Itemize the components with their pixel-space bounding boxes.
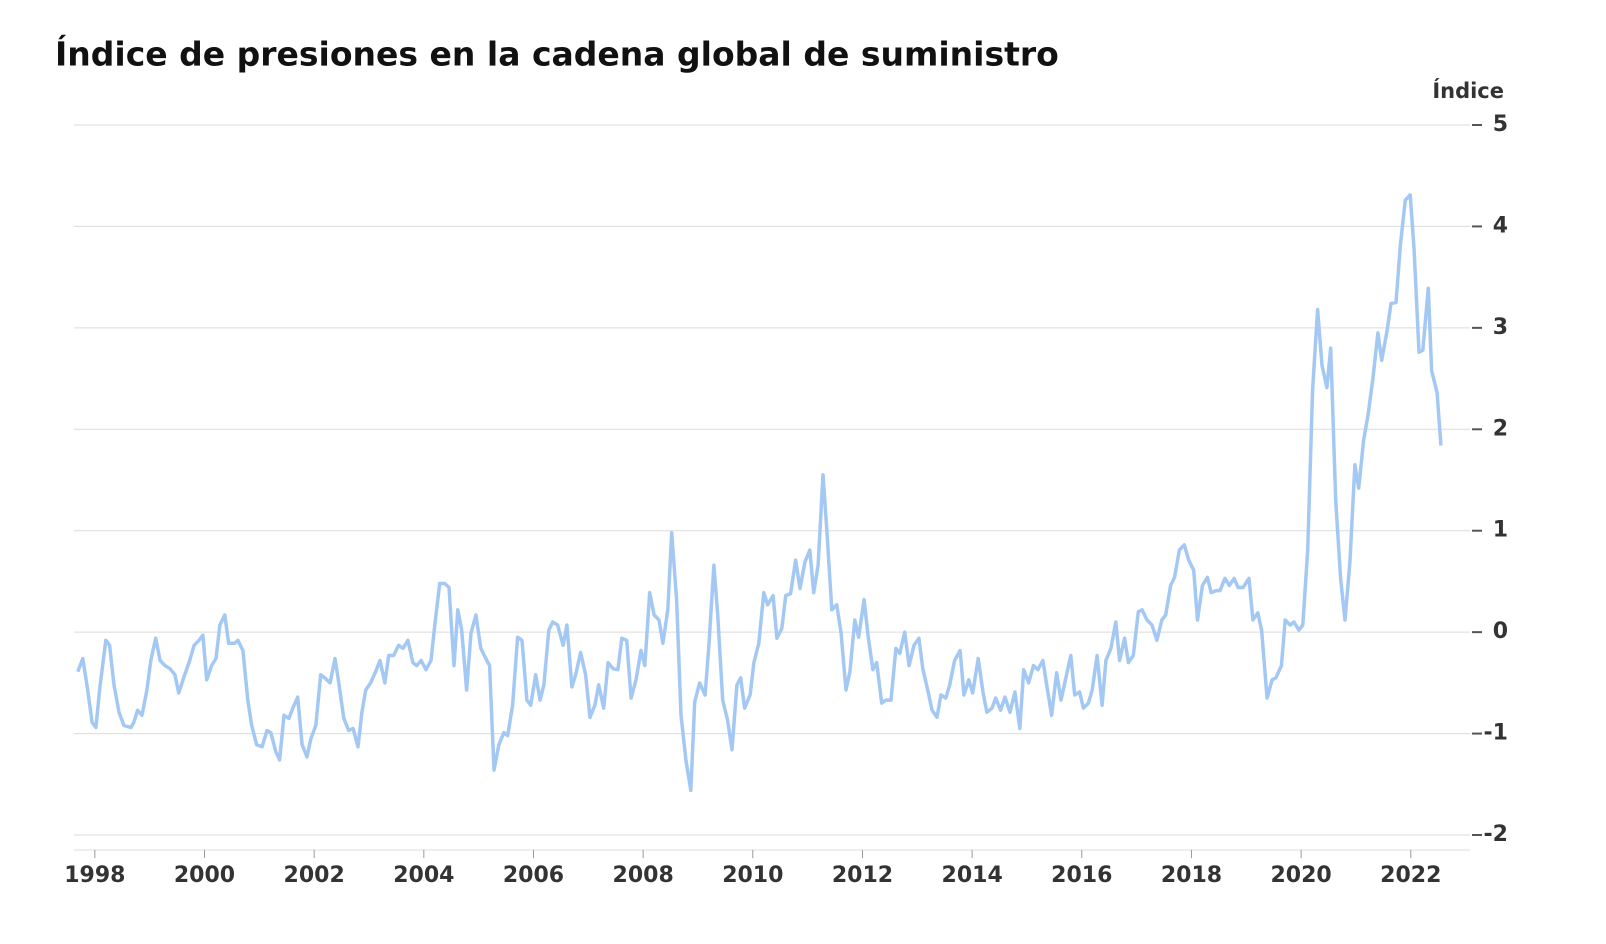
x-tick-label: 2006 bbox=[503, 863, 564, 888]
x-tick-label: 2014 bbox=[942, 863, 1003, 888]
y-tick-label: 2 bbox=[1493, 416, 1508, 441]
x-tick-label: 2022 bbox=[1380, 863, 1441, 888]
y-tick-label: 0 bbox=[1493, 619, 1508, 644]
x-tick-label: 2004 bbox=[393, 863, 454, 888]
x-tick-label: 2000 bbox=[174, 863, 235, 888]
line-series bbox=[76, 193, 1443, 793]
chart-title: Índice de presiones en la cadena global … bbox=[55, 34, 1059, 74]
x-tick-label: 1998 bbox=[64, 863, 125, 888]
y-axis-label: Índice bbox=[1432, 78, 1504, 103]
y-tick-label: 1 bbox=[1493, 518, 1508, 543]
y-tick-label: 4 bbox=[1493, 213, 1508, 238]
y-tick-label: -2 bbox=[1484, 822, 1508, 847]
x-tick-label: 2020 bbox=[1271, 863, 1332, 888]
x-tick-label: 2008 bbox=[613, 863, 674, 888]
y-tick-label: -1 bbox=[1484, 721, 1508, 746]
x-tick-label: 2016 bbox=[1051, 863, 1112, 888]
x-tick-label: 2012 bbox=[832, 863, 893, 888]
x-tick-label: 2010 bbox=[722, 863, 783, 888]
y-tick-label: 5 bbox=[1493, 112, 1508, 137]
x-tick-label: 2002 bbox=[284, 863, 345, 888]
x-tick-label: 2018 bbox=[1161, 863, 1222, 888]
y-tick-label: 3 bbox=[1493, 315, 1508, 340]
